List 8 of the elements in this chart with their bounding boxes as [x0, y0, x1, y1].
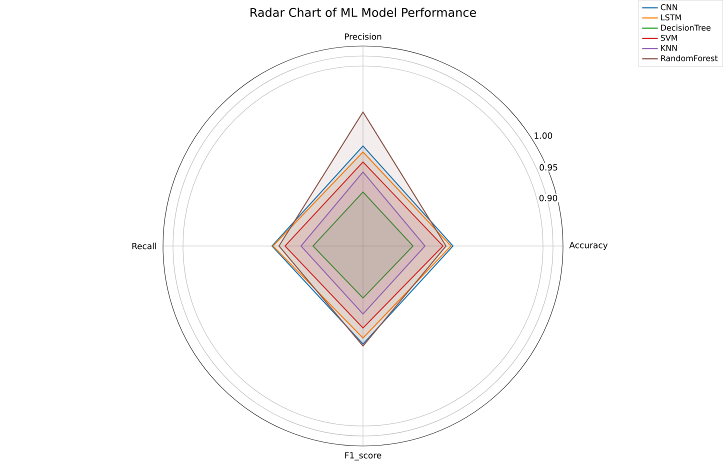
spoke-label: Accuracy [569, 242, 608, 250]
spoke-label: F1_score [345, 452, 382, 460]
spoke-label: Precision [344, 33, 382, 40]
spoke-label: Recall [132, 242, 156, 250]
y-tick-label: 1.00 [534, 132, 552, 139]
y-tick-label: 0.95 [540, 164, 558, 171]
y-tick-label: 0.90 [539, 194, 558, 202]
text: Radar Chart of ML Model Performance [250, 8, 476, 17]
